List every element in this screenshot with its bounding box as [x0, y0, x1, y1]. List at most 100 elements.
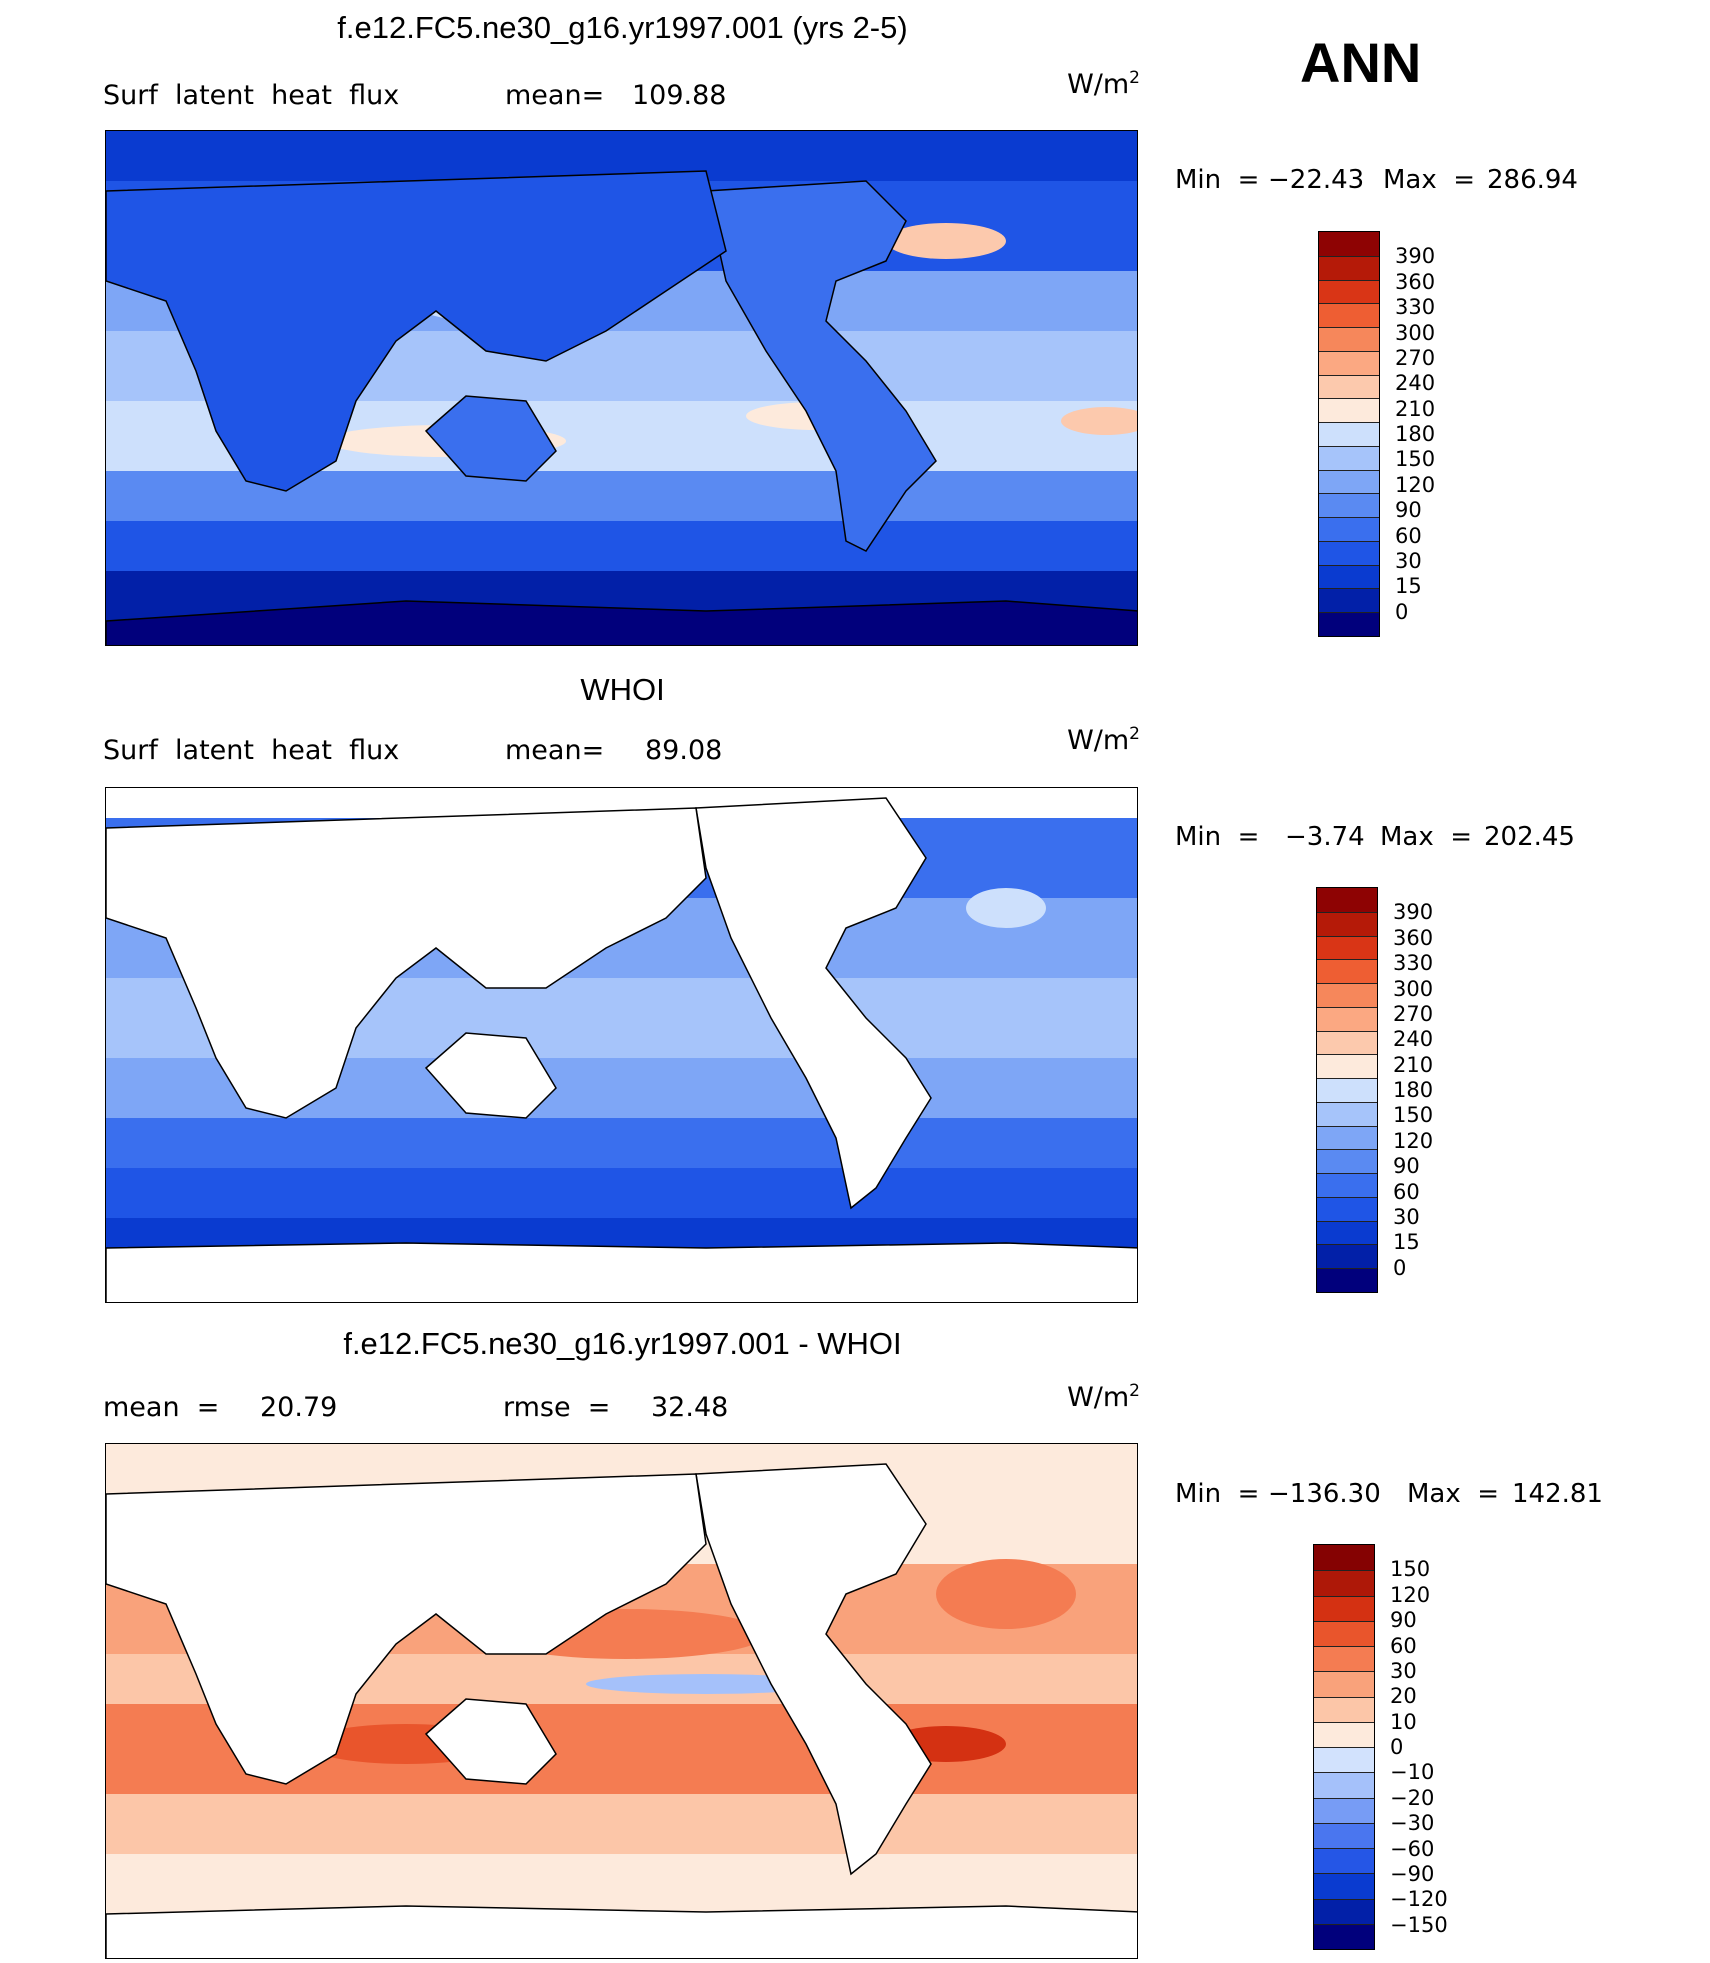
map-model	[105, 130, 1138, 646]
land-antarctica	[106, 1242, 1137, 1302]
mean-value: 109.88	[632, 80, 727, 111]
colorbar-tick-label: 150	[1395, 447, 1436, 472]
colorbar-swatch	[1314, 1797, 1374, 1823]
colorbar-tick-label: 180	[1393, 1078, 1434, 1102]
mean-label: mean=	[505, 735, 605, 766]
colorbar-swatch	[1319, 303, 1379, 327]
colorbar-swatch	[1314, 1671, 1374, 1697]
colorbar-tick-label: 210	[1395, 396, 1436, 421]
colorbar-swatch	[1314, 1721, 1374, 1747]
map-diff	[105, 1443, 1138, 1959]
colorbar-swatch	[1319, 517, 1379, 541]
field-band	[106, 1168, 1137, 1218]
colorbar-swatch	[1317, 911, 1377, 936]
colorbar-swatch	[1317, 1125, 1377, 1150]
colorbar-swatch	[1319, 445, 1379, 470]
colorbar-tick-label: 150	[1393, 1103, 1434, 1128]
colorbar-swatch	[1319, 612, 1379, 636]
colorbar-swatch	[1319, 279, 1379, 304]
field-feature	[966, 888, 1046, 928]
colorbar-tick-label: 0	[1390, 1735, 1404, 1759]
max-label: Max =	[1407, 1479, 1500, 1509]
colorbar-tick-label: −20	[1390, 1785, 1435, 1810]
colorbar-swatch	[1314, 1747, 1374, 1773]
colorbar-swatch	[1319, 422, 1379, 446]
colorbar-swatch	[1314, 1620, 1374, 1646]
colorbar-swatch	[1319, 374, 1379, 399]
land-afroeurasia	[106, 1473, 707, 1785]
colorbar-swatch	[1319, 540, 1379, 565]
colorbar-tick-label: 120	[1395, 472, 1436, 497]
colorbar-swatch	[1314, 1848, 1374, 1874]
colorbar-tick-label: 330	[1393, 951, 1434, 976]
colorbar-tick-label: 360	[1393, 925, 1434, 950]
colorbar-tick-label: 390	[1395, 244, 1436, 269]
field-band	[106, 1794, 1137, 1854]
colorbar-swatch	[1314, 1822, 1374, 1848]
colorbar-swatch	[1314, 1570, 1374, 1596]
mean-value: 20.79	[260, 1392, 338, 1423]
map-obs	[105, 787, 1138, 1303]
field-band	[106, 521, 1137, 571]
max-label: Max =	[1383, 165, 1476, 195]
mean-label: mean=	[505, 80, 605, 111]
colorbar-swatch	[1317, 983, 1377, 1007]
colorbar-tick-label: −10	[1390, 1760, 1435, 1785]
panel-title: f.e12.FC5.ne30_g16.yr1997.001 (yrs 2-5)	[337, 10, 908, 45]
colorbar-tick-label: 300	[1393, 976, 1434, 1001]
colorbar-tick-label: 240	[1395, 371, 1436, 396]
colorbar-swatch	[1314, 1923, 1374, 1949]
min-value: −136.30	[1268, 1479, 1381, 1509]
colorbar-tick-label: 90	[1395, 498, 1422, 523]
colorbar-tick-label: 270	[1393, 1001, 1434, 1026]
land-australia	[424, 1698, 557, 1785]
land-antarctica	[106, 600, 1137, 645]
colorbar-tick-label: 210	[1393, 1052, 1434, 1077]
colorbar-swatch	[1314, 1873, 1374, 1899]
colorbar-tick-label: −60	[1390, 1836, 1435, 1861]
units-label: W/m2	[1067, 1381, 1140, 1413]
colorbar-tick-label: 240	[1393, 1027, 1434, 1052]
colorbar-tick-label: 330	[1395, 295, 1436, 320]
variable-label: Surf latent heat flux	[103, 80, 400, 111]
colorbar-swatch	[1317, 888, 1377, 912]
colorbar-swatch	[1317, 1220, 1377, 1245]
variable-label: Surf latent heat flux	[103, 735, 400, 766]
colorbar-swatch	[1319, 469, 1379, 494]
colorbar-swatch	[1314, 1595, 1374, 1621]
land-americas	[695, 797, 932, 1210]
colorbar-tick-label: 15	[1393, 1230, 1420, 1255]
colorbar-swatch	[1317, 1054, 1377, 1078]
colorbar-tick-label: 30	[1395, 548, 1422, 573]
colorbar-swatch	[1317, 959, 1377, 983]
colorbar-tick-label: 300	[1395, 320, 1436, 345]
colorbar-swatch	[1314, 1696, 1374, 1722]
field-band	[106, 131, 1137, 181]
max-value: 286.94	[1487, 165, 1578, 195]
colorbar-tick-label: 390	[1393, 900, 1434, 925]
colorbar-swatch	[1319, 588, 1379, 612]
panel-title: f.e12.FC5.ne30_g16.yr1997.001 - WHOI	[343, 1326, 902, 1361]
colorbar-swatch	[1319, 493, 1379, 517]
colorbar-tick-label: 30	[1393, 1204, 1420, 1229]
field-feature	[586, 1674, 826, 1694]
colorbar-swatch	[1317, 1173, 1377, 1197]
min-value: −22.43	[1268, 165, 1365, 195]
colorbar	[1318, 231, 1380, 637]
colorbar-swatch	[1317, 935, 1377, 960]
colorbar-tick-label: 120	[1393, 1128, 1434, 1153]
units-label: W/m2	[1067, 68, 1140, 100]
min-label: Min =	[1175, 1479, 1260, 1509]
colorbar-swatch	[1317, 1244, 1377, 1268]
colorbar-swatch	[1317, 1268, 1377, 1292]
field-band	[106, 1118, 1137, 1168]
colorbar-tick-label: 30	[1390, 1658, 1417, 1683]
colorbar-swatch	[1314, 1545, 1374, 1571]
max-value: 142.81	[1512, 1479, 1603, 1509]
colorbar-swatch	[1319, 232, 1379, 256]
colorbar-tick-label: 360	[1395, 269, 1436, 294]
colorbar	[1313, 1544, 1375, 1950]
colorbar-tick-label: 180	[1395, 422, 1436, 446]
colorbar-tick-label: 15	[1395, 574, 1422, 599]
colorbar-tick-label: 10	[1390, 1709, 1417, 1734]
